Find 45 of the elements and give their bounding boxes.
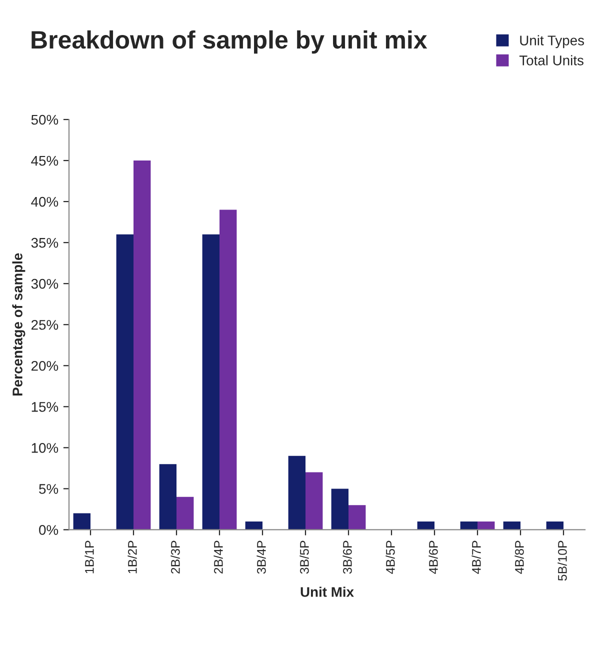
bar xyxy=(220,210,237,530)
bar xyxy=(306,472,323,530)
bar xyxy=(503,522,520,530)
y-tick-label: 15% xyxy=(32,402,58,412)
y-tick-label: 45% xyxy=(31,156,58,166)
bar xyxy=(134,160,151,530)
y-tick-label: 5% xyxy=(39,484,58,494)
x-tick-label: 4B/5P xyxy=(386,540,395,574)
bar xyxy=(348,505,366,530)
bar xyxy=(73,513,90,530)
y-tick-label: 35% xyxy=(31,238,58,248)
bar xyxy=(176,496,194,530)
bar xyxy=(159,464,176,530)
bar xyxy=(478,522,495,530)
x-tick-label: 4B/7P xyxy=(472,540,481,574)
y-tick-label: 30% xyxy=(31,278,58,289)
x-tick-label: 3B/5P xyxy=(300,540,309,574)
x-axis-title: Unit Mix xyxy=(300,586,354,597)
legend-label: Total Units xyxy=(519,55,584,66)
y-tick-label: 0% xyxy=(39,525,58,535)
y-tick-label: 50% xyxy=(31,114,58,125)
x-tick-label: 3B/4P xyxy=(256,540,266,574)
x-tick-label: 4B/8P xyxy=(514,540,524,574)
legend-label: Unit Types xyxy=(520,35,584,48)
bar xyxy=(288,456,306,530)
bar xyxy=(116,234,134,530)
bar xyxy=(245,522,262,530)
x-tick-label: 5B/10P xyxy=(558,540,567,581)
x-tick-label: 1B/1P xyxy=(84,540,94,574)
bar xyxy=(460,522,478,530)
x-tick-label: 4B/6P xyxy=(428,540,438,574)
bar xyxy=(202,234,220,530)
bar xyxy=(417,522,434,530)
x-tick-label: 2B/4P xyxy=(214,540,223,574)
y-tick-label: 25% xyxy=(31,320,58,330)
y-tick-label: 40% xyxy=(31,196,58,207)
bar xyxy=(546,522,564,530)
y-tick-label: 20% xyxy=(31,360,58,371)
y-tick-label: 10% xyxy=(32,443,58,453)
chart-title: Breakdown of sample by unit mix xyxy=(32,30,428,54)
bar xyxy=(331,488,348,530)
x-tick-label: 3B/6P xyxy=(342,540,352,574)
x-tick-label: 1B/2P xyxy=(128,540,137,574)
x-tick-label: 2B/3P xyxy=(170,540,180,574)
y-axis-title: Percentage of sample xyxy=(12,253,26,396)
